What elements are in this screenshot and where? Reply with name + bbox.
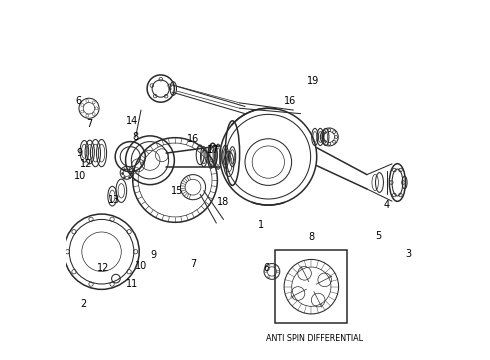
Text: 5: 5 xyxy=(376,231,382,240)
Text: 9: 9 xyxy=(76,148,82,158)
Text: 1: 1 xyxy=(258,220,264,230)
Text: 11: 11 xyxy=(126,279,138,289)
Text: 8: 8 xyxy=(133,132,139,142)
Text: 12: 12 xyxy=(97,263,110,273)
Text: 13: 13 xyxy=(108,195,120,205)
Text: 8: 8 xyxy=(308,232,315,242)
Text: 16: 16 xyxy=(284,96,296,106)
Text: 6: 6 xyxy=(264,263,270,273)
Text: 16: 16 xyxy=(187,134,199,144)
Text: 19: 19 xyxy=(307,76,319,86)
Text: 12: 12 xyxy=(80,159,93,169)
Text: 4: 4 xyxy=(384,200,390,210)
Text: ANTI SPIN DIFFERENTIAL: ANTI SPIN DIFFERENTIAL xyxy=(267,334,364,343)
Text: 2: 2 xyxy=(80,299,86,309)
Text: 7: 7 xyxy=(86,120,92,129)
Text: 7: 7 xyxy=(190,259,196,269)
Text: 17: 17 xyxy=(207,144,219,154)
Text: 15: 15 xyxy=(171,186,183,196)
Text: 6: 6 xyxy=(75,96,81,106)
Text: 18: 18 xyxy=(218,197,230,207)
Text: 14: 14 xyxy=(126,116,138,126)
Bar xyxy=(275,250,347,323)
Text: 9: 9 xyxy=(150,250,157,260)
Text: 10: 10 xyxy=(135,261,147,271)
Text: 10: 10 xyxy=(74,171,86,181)
Text: 3: 3 xyxy=(405,248,411,258)
